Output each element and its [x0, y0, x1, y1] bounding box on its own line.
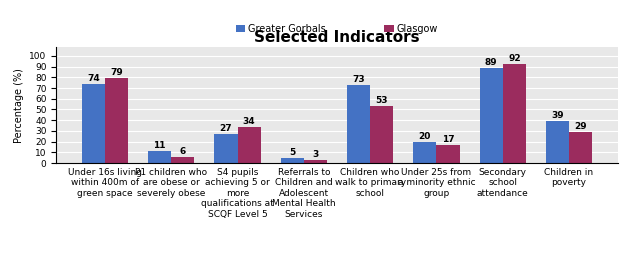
Text: 34: 34 [243, 117, 255, 125]
Title: Selected Indicators: Selected Indicators [254, 30, 420, 45]
Bar [569, 132, 592, 163]
Text: 17: 17 [442, 135, 454, 144]
Text: 92: 92 [508, 54, 520, 63]
Y-axis label: Percentage (%): Percentage (%) [14, 68, 24, 143]
Legend: Greater Gorbals, Glasgow: Greater Gorbals, Glasgow [232, 20, 442, 38]
Text: 39: 39 [551, 111, 563, 120]
Bar [436, 145, 460, 163]
Bar [370, 106, 393, 163]
Text: 89: 89 [485, 58, 497, 67]
Text: 29: 29 [574, 122, 587, 131]
Bar [413, 142, 436, 163]
Bar [304, 160, 327, 163]
Bar [347, 85, 370, 163]
Bar [503, 64, 526, 163]
Bar [148, 151, 171, 163]
Bar [214, 134, 238, 163]
Bar [238, 127, 261, 163]
Text: 53: 53 [376, 96, 388, 105]
Text: 3: 3 [312, 150, 318, 159]
Bar [281, 158, 304, 163]
Text: 5: 5 [289, 148, 295, 157]
Bar [171, 157, 195, 163]
Bar [105, 78, 128, 163]
Text: 20: 20 [419, 132, 431, 140]
Bar [82, 84, 105, 163]
Text: 74: 74 [87, 74, 100, 83]
Text: 6: 6 [180, 146, 186, 155]
Bar [479, 68, 503, 163]
Bar [546, 121, 569, 163]
Text: 11: 11 [154, 141, 166, 150]
Text: 73: 73 [352, 75, 365, 84]
Text: 79: 79 [110, 68, 123, 77]
Text: 27: 27 [220, 124, 232, 133]
